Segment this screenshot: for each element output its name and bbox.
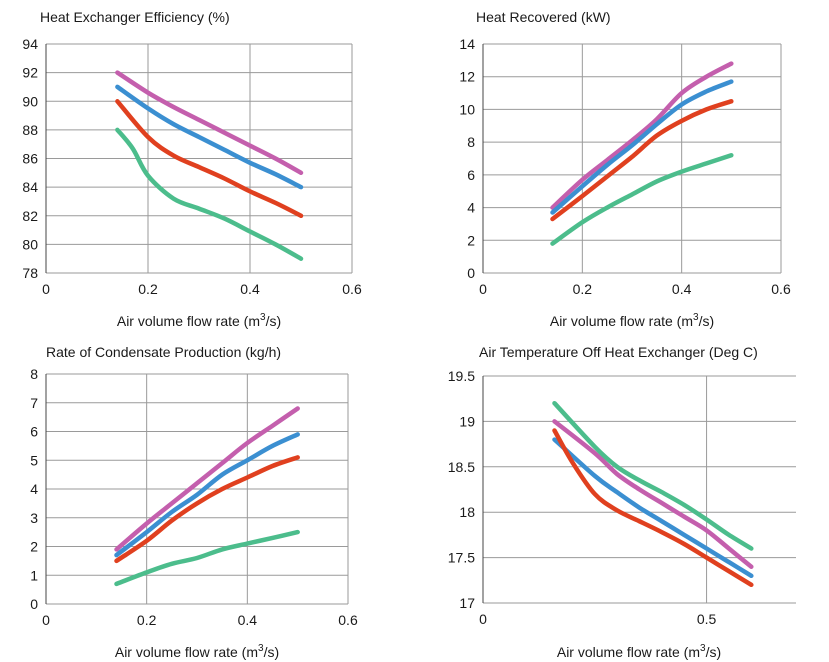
series-line-4 [552,400,754,551]
x-tick-label: 0.4 [672,281,692,297]
y-tick-label: 19 [459,413,475,429]
chart-title: Heat Recovered (kW) [476,9,611,25]
x-axis-label: Air volume flow rate (m3/s) [550,312,714,329]
y-tick-label: 18.5 [448,459,475,475]
y-tick-label: 88 [22,122,38,138]
x-tick-label: 0.2 [573,281,593,297]
y-tick-label: 3 [30,510,38,526]
y-tick-label: 8 [467,134,475,150]
x-tick-label: 0.4 [238,612,258,628]
x-axis-label: Air volume flow rate (m3/s) [557,643,721,660]
series-line-3 [552,428,754,588]
series-line-3 [550,99,734,222]
y-tick-label: 82 [22,208,38,224]
x-tick-label: 0 [479,611,487,627]
y-tick-label: 19.5 [448,368,475,384]
y-tick-label: 2 [30,539,38,555]
x-tick-label: 0.2 [138,281,158,297]
series-line-3 [114,455,300,564]
x-tick-label: 0 [42,281,50,297]
y-tick-label: 86 [22,151,38,167]
series-line-3 [115,99,304,219]
series-line-1 [552,419,754,569]
y-tick-label: 84 [22,179,38,195]
y-tick-label: 17.5 [448,550,475,566]
y-tick-label: 5 [30,452,38,468]
x-tick-label: 0.6 [771,281,791,297]
x-tick-label: 0.6 [338,612,358,628]
y-tick-label: 14 [459,36,475,52]
x-tick-label: 0.4 [240,281,260,297]
y-tick-label: 0 [30,596,38,612]
y-tick-label: 90 [22,93,38,109]
y-tick-label: 8 [30,366,38,382]
series-line-1 [114,406,300,552]
chart-title: Heat Exchanger Efficiency (%) [40,9,230,25]
y-tick-label: 4 [467,200,475,216]
series-line-2 [114,432,300,558]
y-tick-label: 18 [459,504,475,520]
y-tick-label: 80 [22,236,38,252]
series-line-1 [550,61,734,210]
x-tick-label: 0 [479,281,487,297]
y-tick-label: 78 [22,265,38,281]
y-tick-label: 17 [459,595,475,611]
x-axis-label: Air volume flow rate (m3/s) [117,312,281,329]
x-tick-label: 0.5 [697,611,717,627]
y-tick-label: 10 [459,101,475,117]
y-tick-label: 0 [467,265,475,281]
series-line-2 [115,84,304,190]
series-line-4 [550,152,734,246]
chart-title: Air Temperature Off Heat Exchanger (Deg … [479,344,758,360]
x-tick-label: 0 [42,612,50,628]
y-tick-label: 4 [30,481,38,497]
series-line-1 [115,70,304,176]
series-line-4 [115,127,304,261]
y-tick-label: 7 [30,395,38,411]
x-tick-label: 0.2 [137,612,157,628]
series-line-2 [552,437,754,579]
y-tick-label: 94 [22,36,38,52]
x-tick-label: 0.6 [342,281,362,297]
y-tick-label: 6 [467,167,475,183]
series-line-2 [550,79,734,215]
y-tick-label: 92 [22,65,38,81]
x-axis-label: Air volume flow rate (m3/s) [115,643,279,660]
y-tick-label: 6 [30,424,38,440]
y-tick-label: 2 [467,232,475,248]
series-line-4 [114,529,300,587]
y-tick-label: 12 [459,69,475,85]
chart-title: Rate of Condensate Production (kg/h) [46,344,282,360]
y-tick-label: 1 [30,567,38,583]
